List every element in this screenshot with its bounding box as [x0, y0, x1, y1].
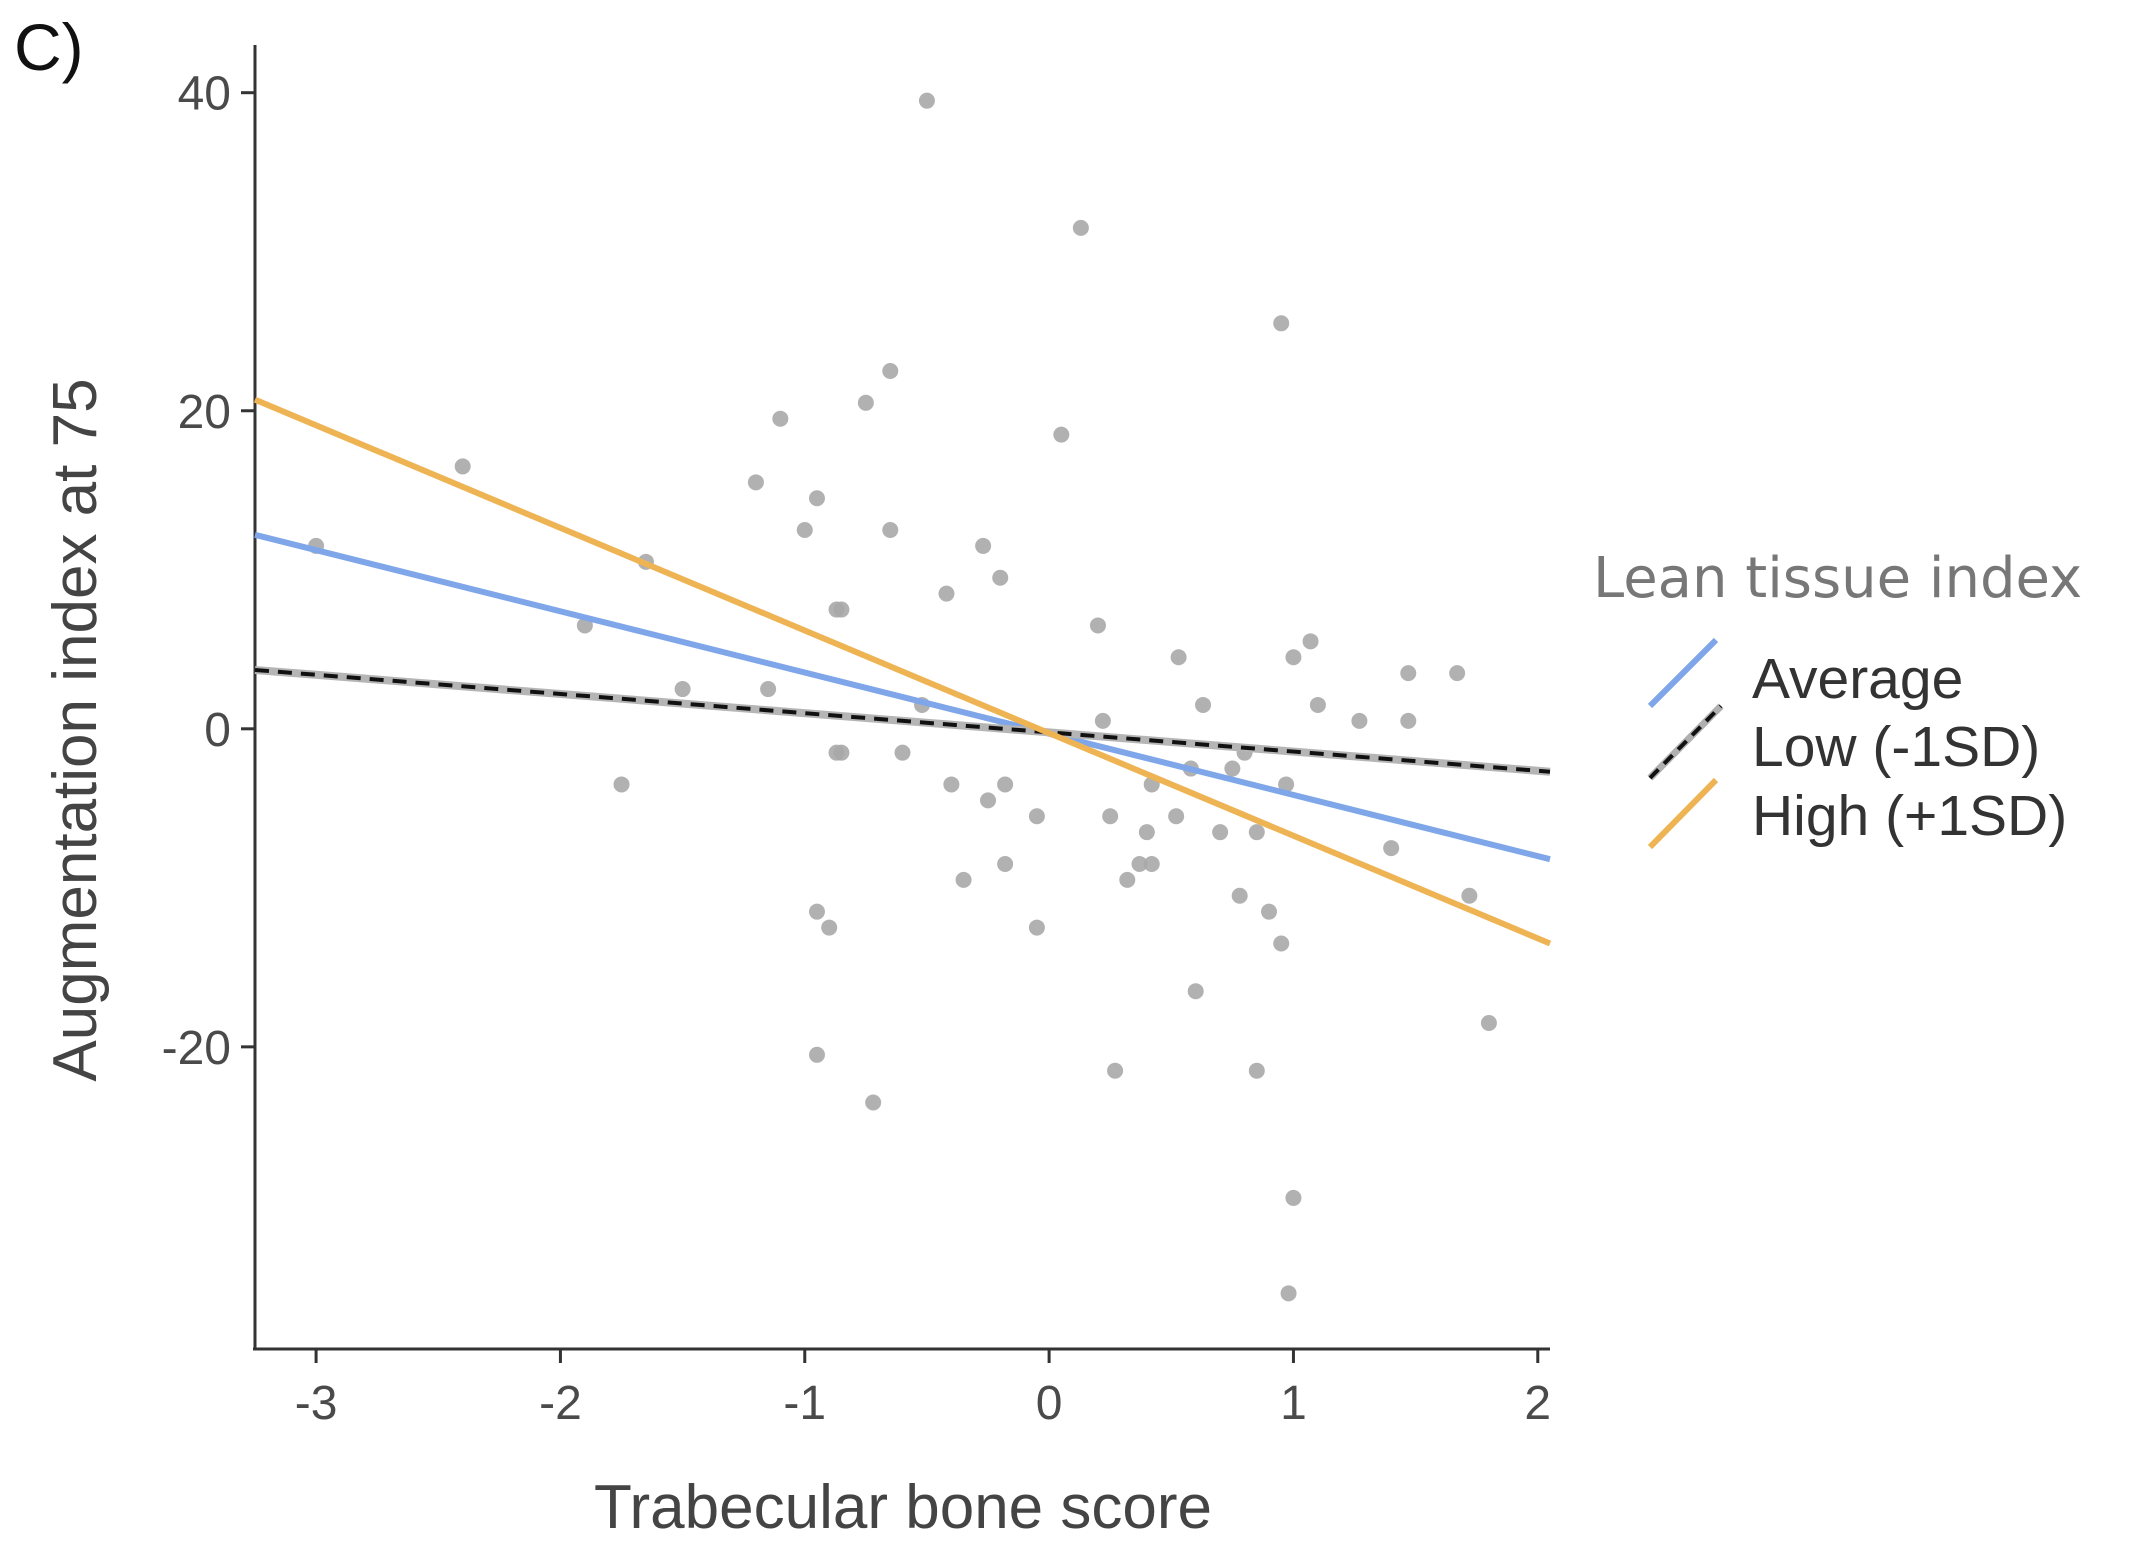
- data-point: [1072, 219, 1089, 236]
- ticks: -3 -2 -1 0 1 2 -20 0 20 40: [162, 68, 1552, 1430]
- y-tick-label: 40: [178, 68, 231, 121]
- data-point: [1094, 712, 1111, 729]
- x-tick-label: -1: [783, 1377, 826, 1430]
- data-point: [1053, 426, 1070, 443]
- data-point: [1212, 824, 1229, 841]
- data-point: [772, 410, 789, 427]
- data-point: [1028, 808, 1045, 825]
- data-point: [747, 474, 764, 491]
- legend-key-high: [1647, 777, 1719, 850]
- legend-label-average: Average: [1752, 647, 1963, 711]
- data-point: [1248, 1062, 1265, 1079]
- data-point: [1273, 315, 1290, 332]
- data-point: [1089, 617, 1106, 634]
- data-point: [1285, 649, 1302, 666]
- data-point: [808, 903, 825, 920]
- data-point: [1224, 760, 1241, 777]
- data-points: [308, 92, 1497, 1302]
- data-point: [865, 1094, 882, 1111]
- data-point: [1285, 1189, 1302, 1206]
- data-point: [997, 855, 1014, 872]
- data-point: [1138, 824, 1155, 841]
- x-axis-title: Trabecular bone score: [594, 1473, 1212, 1542]
- legend-key-low: [1648, 704, 1723, 780]
- data-point: [833, 744, 850, 761]
- data-point: [1170, 649, 1187, 666]
- data-point: [955, 871, 972, 888]
- legend-title: Lean tissue index: [1593, 546, 2082, 611]
- data-point: [918, 92, 935, 109]
- data-point: [808, 1046, 825, 1063]
- data-point: [796, 522, 813, 539]
- data-point: [1107, 1062, 1124, 1079]
- data-point: [1131, 855, 1148, 872]
- data-point: [1449, 665, 1466, 682]
- series-line-low-1sd: [254, 667, 1551, 774]
- data-point: [1278, 776, 1295, 793]
- x-tick-label: -3: [295, 1377, 338, 1430]
- data-point: [1231, 887, 1248, 904]
- data-point: [992, 569, 1009, 586]
- data-point: [1309, 696, 1326, 713]
- data-point: [1102, 808, 1119, 825]
- data-point: [1168, 808, 1185, 825]
- x-tick-label: -2: [539, 1377, 582, 1430]
- data-point: [857, 394, 874, 411]
- data-point: [997, 776, 1014, 793]
- data-point: [821, 919, 838, 936]
- series-line-high-1sd: [253, 396, 1552, 947]
- fit-lines: [253, 396, 1552, 947]
- data-point: [1248, 824, 1265, 841]
- data-point: [1461, 887, 1478, 904]
- data-point: [1351, 712, 1368, 729]
- data-point: [808, 490, 825, 507]
- data-point: [1028, 919, 1045, 936]
- data-point: [975, 537, 992, 554]
- x-tick-label: 2: [1524, 1377, 1551, 1430]
- y-axis-title: Augmentation index at 75: [41, 378, 110, 1081]
- y-tick-label: 20: [178, 386, 231, 439]
- data-point: [1383, 840, 1400, 857]
- data-point: [943, 776, 960, 793]
- axes: [253, 45, 1550, 1351]
- data-point: [894, 744, 911, 761]
- data-point: [938, 585, 955, 602]
- data-point: [1480, 1015, 1497, 1031]
- x-tick-label: 0: [1036, 1377, 1063, 1430]
- legend-key-average: [1647, 637, 1719, 709]
- data-point: [613, 776, 630, 793]
- series-line-average: [254, 531, 1551, 863]
- legend: Lean tissue index Average Low (-1SD) Hig…: [1593, 546, 2082, 850]
- data-point: [833, 601, 850, 618]
- data-point: [674, 681, 691, 698]
- data-point: [1187, 983, 1204, 1000]
- data-point: [1143, 855, 1160, 872]
- data-point: [1400, 665, 1417, 682]
- data-point: [1119, 871, 1136, 888]
- data-point: [1273, 935, 1290, 952]
- data-point: [980, 792, 997, 809]
- y-tick-label: 0: [204, 704, 231, 757]
- data-point: [1302, 633, 1319, 650]
- data-point: [882, 522, 899, 539]
- data-point: [1195, 696, 1212, 713]
- data-point: [1261, 903, 1278, 920]
- data-point: [1400, 712, 1417, 729]
- legend-label-high: High (+1SD): [1752, 784, 2067, 848]
- data-point: [1280, 1285, 1297, 1302]
- legend-label-low: Low (-1SD): [1752, 715, 2040, 779]
- panel-label: C): [14, 10, 84, 84]
- y-tick-label: -20: [162, 1022, 231, 1075]
- x-tick-label: 1: [1280, 1377, 1307, 1430]
- data-point: [882, 363, 899, 379]
- data-point: [454, 458, 471, 475]
- data-point: [760, 681, 777, 698]
